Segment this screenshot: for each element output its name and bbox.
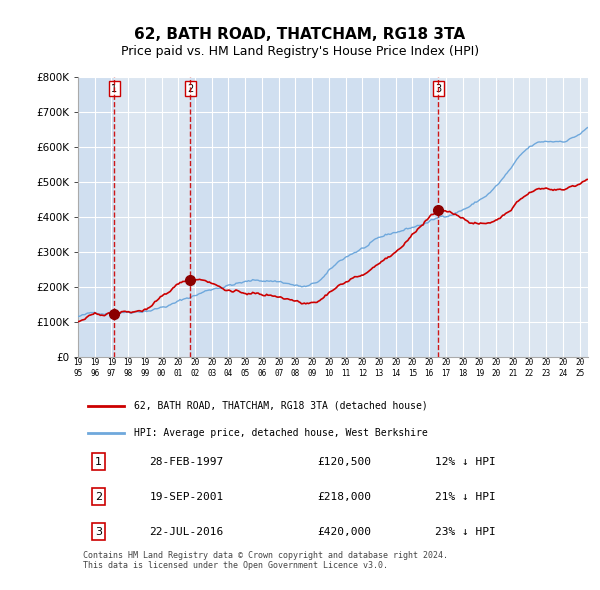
Text: 1: 1 — [95, 457, 102, 467]
Text: 28-FEB-1997: 28-FEB-1997 — [149, 457, 224, 467]
Text: 20
16: 20 16 — [425, 358, 434, 378]
Text: 20
10: 20 10 — [324, 358, 334, 378]
Text: 19
97: 19 97 — [107, 358, 116, 378]
Text: 2: 2 — [95, 491, 102, 502]
Text: 20
03: 20 03 — [207, 358, 217, 378]
Text: 20
24: 20 24 — [558, 358, 568, 378]
Text: £120,500: £120,500 — [318, 457, 372, 467]
Text: 20
22: 20 22 — [525, 358, 534, 378]
Text: 20
00: 20 00 — [157, 358, 166, 378]
Text: 20
11: 20 11 — [341, 358, 350, 378]
Text: Price paid vs. HM Land Registry's House Price Index (HPI): Price paid vs. HM Land Registry's House … — [121, 45, 479, 58]
Bar — [190, 77, 439, 356]
Text: Contains HM Land Registry data © Crown copyright and database right 2024.
This d: Contains HM Land Registry data © Crown c… — [83, 551, 448, 571]
Text: 20
06: 20 06 — [257, 358, 266, 378]
Text: 19
96: 19 96 — [90, 358, 100, 378]
Text: 62, BATH ROAD, THATCHAM, RG18 3TA: 62, BATH ROAD, THATCHAM, RG18 3TA — [134, 27, 466, 41]
Text: 20
17: 20 17 — [441, 358, 451, 378]
Text: 20
09: 20 09 — [307, 358, 317, 378]
Text: 62, BATH ROAD, THATCHAM, RG18 3TA (detached house): 62, BATH ROAD, THATCHAM, RG18 3TA (detac… — [134, 401, 428, 411]
Text: 20
25: 20 25 — [575, 358, 584, 378]
Text: 20
14: 20 14 — [391, 358, 400, 378]
Text: 20
05: 20 05 — [241, 358, 250, 378]
Text: 12% ↓ HPI: 12% ↓ HPI — [435, 457, 496, 467]
Text: 20
08: 20 08 — [291, 358, 300, 378]
Text: 19
98: 19 98 — [124, 358, 133, 378]
Text: 20
01: 20 01 — [174, 358, 183, 378]
Text: 20
18: 20 18 — [458, 358, 467, 378]
Text: 1: 1 — [111, 84, 118, 94]
Text: 20
04: 20 04 — [224, 358, 233, 378]
Text: 23% ↓ HPI: 23% ↓ HPI — [435, 527, 496, 537]
Text: 20
15: 20 15 — [408, 358, 417, 378]
Text: 20
13: 20 13 — [374, 358, 383, 378]
Text: 19-SEP-2001: 19-SEP-2001 — [149, 491, 224, 502]
Text: 20
12: 20 12 — [358, 358, 367, 378]
Text: 3: 3 — [435, 84, 442, 94]
Text: £420,000: £420,000 — [318, 527, 372, 537]
Text: 2: 2 — [187, 84, 193, 94]
Text: 20
23: 20 23 — [542, 358, 551, 378]
Bar — [78, 77, 114, 356]
Text: 20
20: 20 20 — [491, 358, 500, 378]
Text: £218,000: £218,000 — [318, 491, 372, 502]
Text: 19
95: 19 95 — [73, 358, 83, 378]
Text: 20
07: 20 07 — [274, 358, 283, 378]
Text: 19
99: 19 99 — [140, 358, 149, 378]
Text: 22-JUL-2016: 22-JUL-2016 — [149, 527, 224, 537]
Text: 20
19: 20 19 — [475, 358, 484, 378]
Text: HPI: Average price, detached house, West Berkshire: HPI: Average price, detached house, West… — [134, 428, 428, 438]
Text: 20
02: 20 02 — [190, 358, 200, 378]
Text: 21% ↓ HPI: 21% ↓ HPI — [435, 491, 496, 502]
Text: 20
21: 20 21 — [508, 358, 517, 378]
Text: 3: 3 — [95, 527, 102, 537]
